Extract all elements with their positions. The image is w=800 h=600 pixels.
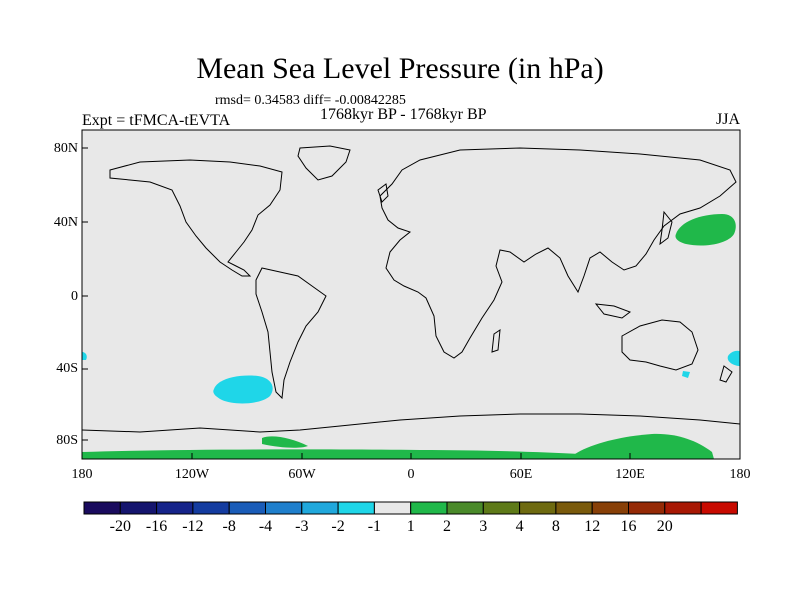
positive-anomaly-regions	[82, 214, 736, 459]
lat-label-40n: 40N	[53, 215, 78, 230]
colorbar-label: 1	[406, 518, 415, 535]
coast-south-america	[255, 267, 327, 400]
positive-anomaly-nw-pacific	[675, 214, 736, 246]
colorbar-box	[446, 501, 484, 515]
coast-antarctica	[81, 413, 741, 433]
lat-label-80n: 80N	[53, 141, 78, 156]
lat-label-80s: 80S	[56, 433, 78, 448]
lon-label-180e: 180	[729, 467, 751, 482]
colorbar-label: 16	[620, 518, 637, 535]
season-label: JJA	[716, 111, 741, 128]
colorbar-box	[591, 501, 630, 515]
colorbar-box	[119, 501, 158, 515]
negative-anomaly-south-pacific	[213, 375, 273, 404]
colorbar-box	[228, 501, 266, 515]
negative-anomaly-west-edge	[82, 352, 87, 360]
colorbar-label: -3	[295, 518, 309, 535]
negative-anomaly-new-zealand	[727, 350, 740, 366]
colorbar-box	[265, 501, 303, 515]
colorbar-box	[337, 501, 375, 515]
map-title: Mean Sea Level Pressure (in hPa)	[196, 52, 604, 85]
coast-greenland	[297, 145, 351, 181]
coast-indonesia	[594, 303, 632, 319]
lon-label-60e: 60E	[509, 467, 533, 482]
colorbar-label: 20	[656, 518, 673, 535]
lat-label-0: 0	[71, 289, 78, 304]
colorbar-box	[519, 501, 557, 515]
negative-anomaly-regions	[82, 350, 740, 404]
coast-north-america	[109, 159, 283, 277]
colorbar-box	[192, 501, 230, 515]
coastlines	[81, 145, 741, 433]
colorbar-label: 12	[584, 518, 601, 535]
negative-anomaly-tasman	[682, 371, 690, 378]
lon-label-120e: 120E	[615, 467, 645, 482]
stats-text: rmsd= 0.34583 diff= -0.00842285	[215, 93, 406, 108]
colorbar-label: -16	[145, 518, 168, 535]
lat-label-40s: 40S	[56, 361, 78, 376]
colorbar	[83, 501, 738, 515]
colorbar-box	[482, 501, 521, 515]
positive-anomaly-antarctic-strip	[82, 449, 580, 459]
lon-label-60w: 60W	[288, 467, 316, 482]
colorbar-label: -12	[182, 518, 204, 535]
colorbar-box	[700, 501, 738, 515]
positive-anomaly-south-pacific	[262, 436, 308, 448]
colorbar-label: -1	[367, 518, 382, 535]
lon-ticks	[191, 453, 631, 459]
colorbar-box	[83, 501, 121, 515]
colorbar-label: -4	[258, 518, 273, 535]
colorbar-label: -20	[109, 518, 131, 535]
coast-british-isles	[377, 183, 389, 203]
lat-ticks	[82, 147, 88, 441]
period-text: 1768kyr BP - 1768kyr BP	[320, 106, 487, 123]
colorbar-box	[664, 501, 702, 515]
coast-australia	[621, 319, 699, 371]
coast-madagascar	[491, 328, 501, 353]
map-background	[82, 130, 740, 459]
lon-label-120w: 120W	[174, 467, 210, 482]
coast-japan	[659, 210, 673, 246]
lon-label-180w: 180	[71, 467, 93, 482]
colorbar-label: 3	[479, 518, 488, 535]
colorbar-label: 4	[515, 518, 524, 535]
experiment-label: Expt = tFMCA-tEVTA	[82, 112, 231, 129]
colorbar-box	[410, 501, 448, 515]
colorbar-box	[156, 501, 194, 515]
coast-new-zealand	[719, 365, 733, 383]
coast-eurasia-africa	[379, 147, 737, 359]
lon-label-0: 0	[407, 467, 415, 482]
colorbar-label: 2	[443, 518, 451, 535]
colorbar-box	[301, 501, 339, 515]
colorbar-box	[373, 501, 412, 515]
positive-anomaly-antarctic-indian	[572, 433, 714, 459]
colorbar-box	[555, 501, 593, 515]
colorbar-box	[628, 501, 666, 515]
colorbar-label: -8	[222, 518, 236, 535]
colorbar-label: 8	[551, 518, 560, 535]
colorbar-label: -2	[331, 518, 345, 535]
